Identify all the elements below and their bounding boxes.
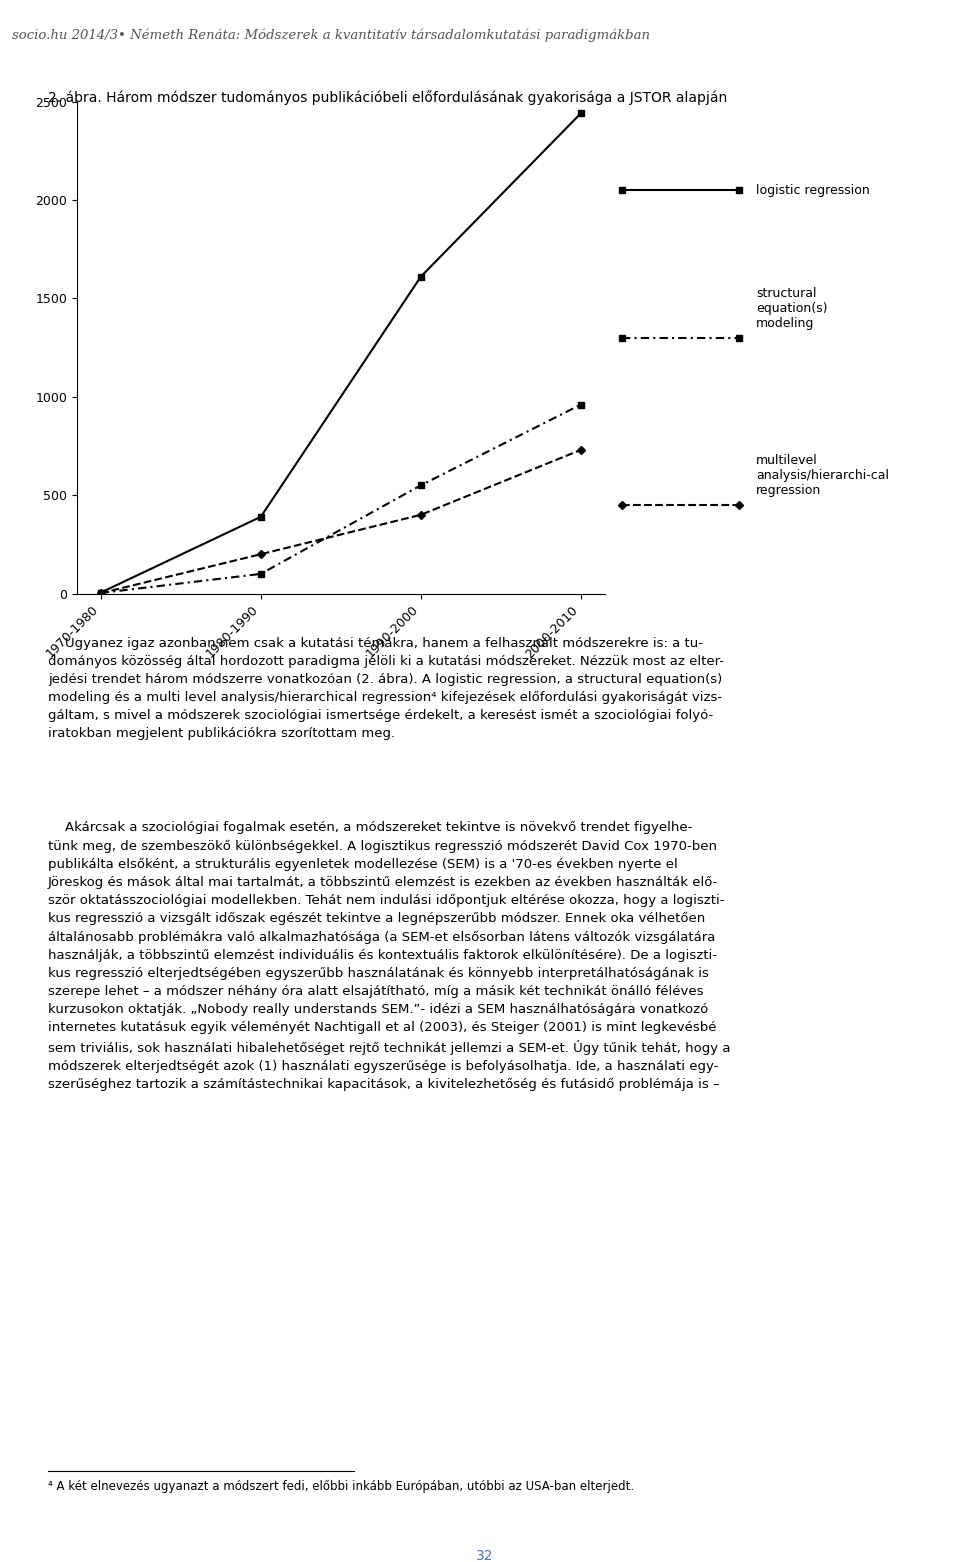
- Text: ⁴ A két elnevezés ugyanazt a módszert fedi, előbbi inkább Európában, utóbbi az U: ⁴ A két elnevezés ugyanazt a módszert fe…: [48, 1481, 635, 1493]
- Text: Ugyanez igaz azonban nem csak a kutatási témákra, hanem a felhasznált módszerekr: Ugyanez igaz azonban nem csak a kutatási…: [48, 637, 724, 740]
- Text: Akárcsak a szociológiai fogalmak esetén, a módszereket tekintve is növekvő trend: Akárcsak a szociológiai fogalmak esetén,…: [48, 822, 731, 1090]
- Text: logistic regression: logistic regression: [756, 184, 870, 197]
- Text: structural
equation(s)
modeling: structural equation(s) modeling: [756, 287, 828, 330]
- Text: 2. ábra. Három módszer tudományos publikációbeli előfordulásának gyakorisága a J: 2. ábra. Három módszer tudományos publik…: [48, 91, 728, 106]
- Text: multilevel
analysis/hierarchi-cal
regression: multilevel analysis/hierarchi-cal regres…: [756, 455, 889, 497]
- Text: 32: 32: [476, 1550, 493, 1562]
- Text: socio.hu 2014/3• Németh Renáta: Módszerek a kvantitatív társadalomkutatási parad: socio.hu 2014/3• Németh Renáta: Módszere…: [12, 28, 650, 42]
